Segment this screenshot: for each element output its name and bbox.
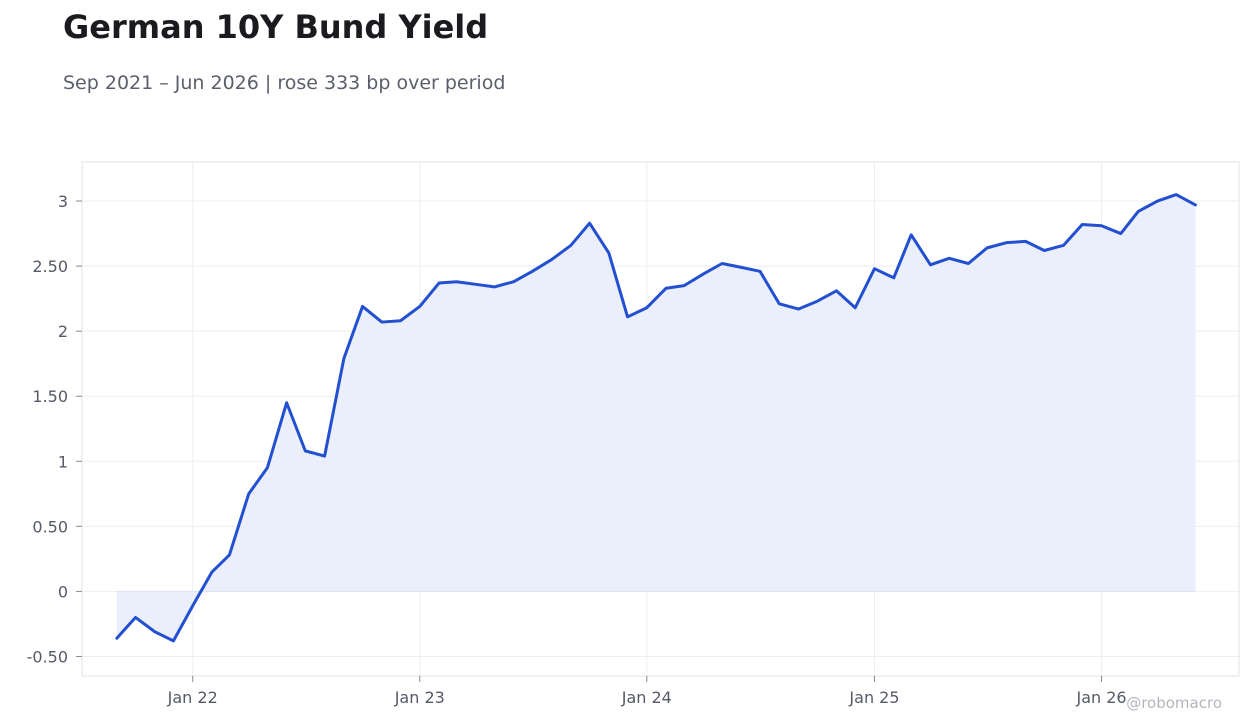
data-point	[948, 257, 951, 260]
data-point	[438, 282, 441, 285]
y-tick-label: 2	[58, 322, 68, 341]
data-point	[986, 246, 989, 249]
data-point	[607, 252, 610, 255]
data-point	[418, 305, 421, 308]
data-point	[474, 283, 477, 286]
data-point	[211, 570, 214, 573]
data-point	[665, 287, 668, 290]
data-point	[1194, 203, 1197, 206]
data-point	[626, 315, 629, 318]
data-point	[191, 604, 194, 607]
data-point	[759, 270, 762, 273]
data-point	[1137, 210, 1140, 213]
data-point	[380, 321, 383, 324]
data-point	[550, 258, 553, 261]
watermark: @robomacro	[1126, 694, 1222, 712]
data-point	[512, 280, 515, 283]
data-point	[1119, 232, 1122, 235]
data-point	[569, 244, 572, 247]
data-point	[323, 455, 326, 458]
data-point	[361, 305, 364, 308]
x-tick-label: Jan 22	[167, 688, 218, 707]
data-point	[1081, 223, 1084, 226]
x-tick-label: Jan 25	[848, 688, 899, 707]
plot-frame	[81, 161, 1240, 677]
data-point	[1156, 200, 1159, 203]
data-point	[892, 276, 895, 279]
data-point	[399, 319, 402, 322]
data-point	[910, 233, 913, 236]
data-point	[1043, 249, 1046, 252]
data-point	[342, 357, 345, 360]
data-point	[854, 306, 857, 309]
data-point	[153, 630, 156, 633]
chart-title: German 10Y Bund Yield	[63, 8, 489, 46]
data-point	[134, 616, 137, 619]
data-point	[740, 266, 743, 269]
data-point	[797, 308, 800, 311]
x-tick-label: Jan 24	[621, 688, 672, 707]
data-point	[1062, 244, 1065, 247]
data-point	[115, 637, 118, 640]
chart-subtitle: Sep 2021 – Jun 2026 | rose 333 bp over p…	[63, 72, 506, 94]
data-point	[493, 285, 496, 288]
data-point	[778, 302, 781, 305]
data-point	[1100, 224, 1103, 227]
data-point	[702, 272, 705, 275]
data-point	[266, 466, 269, 469]
x-tick-label: Jan 26	[1075, 688, 1126, 707]
data-point	[721, 262, 724, 265]
series-line	[115, 193, 1197, 643]
data-point	[873, 267, 876, 270]
y-tick-label: 1	[58, 452, 68, 471]
data-point	[228, 553, 231, 556]
data-point	[531, 270, 534, 273]
data-point	[816, 300, 819, 303]
data-point	[455, 280, 458, 283]
data-point	[929, 263, 932, 266]
y-tick-label: 1.50	[32, 387, 68, 406]
y-tick-label: 0	[58, 582, 68, 601]
y-tick-label: -0.50	[27, 647, 68, 666]
data-point	[172, 639, 175, 642]
data-point	[588, 222, 591, 225]
data-point	[285, 401, 288, 404]
data-point	[1175, 193, 1178, 196]
data-point	[304, 449, 307, 452]
data-point	[645, 306, 648, 309]
data-point	[835, 289, 838, 292]
data-point	[1005, 241, 1008, 244]
data-point	[247, 492, 250, 495]
y-tick-label: 3	[58, 192, 68, 211]
data-point	[1024, 240, 1027, 243]
y-tick-label: 2.50	[32, 257, 68, 276]
area-fill	[116, 194, 1196, 641]
data-point	[967, 262, 970, 265]
y-tick-label: 0.50	[32, 517, 68, 536]
data-point	[683, 284, 686, 287]
x-tick-label: Jan 23	[394, 688, 445, 707]
